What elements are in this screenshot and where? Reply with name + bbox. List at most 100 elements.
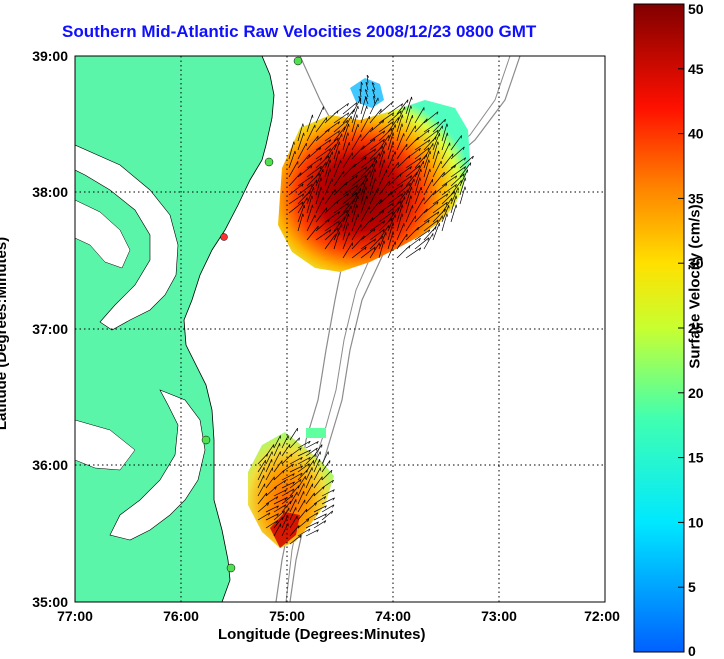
velocity-arrow <box>333 170 345 187</box>
velocity-arrow <box>306 157 323 169</box>
velocity-arrow <box>265 476 275 489</box>
velocity-arrow <box>306 172 320 187</box>
velocity-arrowhead <box>401 204 404 208</box>
velocity-arrow <box>324 121 340 133</box>
map-grid <box>75 56 605 602</box>
velocity-arrow <box>405 215 416 232</box>
velocity-arrow <box>423 168 431 187</box>
velocity-arrow <box>396 182 411 196</box>
velocity-arrow <box>324 110 339 124</box>
map-title: Southern Mid-Atlantic Raw Velocities 200… <box>62 22 537 41</box>
velocity-arrowhead <box>302 123 304 127</box>
velocity-arrowhead <box>382 210 385 214</box>
velocity-arrow <box>414 160 424 178</box>
velocity-arrow <box>305 521 319 529</box>
velocity-arrowhead <box>444 118 446 123</box>
velocity-arrowhead <box>337 137 339 141</box>
velocity-arrow <box>405 171 418 187</box>
velocity-arrow <box>450 195 457 214</box>
velocity-arrow <box>315 106 324 124</box>
velocity-arrow <box>414 107 425 124</box>
velocity-arrowhead <box>302 213 304 217</box>
velocity-arrowhead <box>324 513 327 517</box>
velocity-arrow <box>313 467 321 481</box>
velocity-arrowhead <box>356 114 358 118</box>
velocity-arrow <box>288 201 304 214</box>
velocity-arrowhead <box>329 139 332 143</box>
velocity-arrowhead <box>364 174 367 178</box>
velocity-arrow <box>450 180 462 196</box>
velocity-arrow <box>306 187 314 205</box>
velocity-arrowhead <box>328 128 330 132</box>
velocity-arrowhead <box>383 150 385 154</box>
velocity-arrow <box>414 129 430 142</box>
velocity-arrow <box>297 508 308 521</box>
velocity-arrow <box>387 231 394 250</box>
velocity-arrow <box>273 489 287 497</box>
velocity-arrowhead <box>408 155 411 159</box>
velocity-arrowhead <box>436 201 439 205</box>
velocity-arrow <box>351 195 359 214</box>
velocity-arrow <box>305 447 318 457</box>
velocity-arrowhead <box>374 148 377 152</box>
velocity-arrowhead <box>355 102 358 106</box>
velocity-arrow <box>369 108 382 124</box>
velocity-arrow <box>405 195 412 214</box>
velocity-arrow <box>324 211 340 223</box>
velocity-arrowhead <box>299 535 302 539</box>
velocity-arrow <box>360 127 373 142</box>
velocity-arrowhead <box>381 146 383 150</box>
velocity-arrow <box>342 163 356 178</box>
velocity-arrowhead <box>300 472 303 476</box>
velocity-arrow <box>432 201 448 214</box>
velocity-arrowhead <box>317 225 319 229</box>
velocity-arrow <box>257 453 268 465</box>
velocity-arrow <box>333 182 348 196</box>
velocity-arrow <box>387 132 394 151</box>
velocity-arrowhead <box>328 218 330 223</box>
velocity-arrowhead <box>383 240 385 244</box>
velocity-arrowhead <box>419 247 422 251</box>
velocity-arrow <box>396 114 403 133</box>
velocity-arrow <box>423 129 439 142</box>
velocity-arrow <box>360 217 374 232</box>
velocity-arrow <box>342 123 349 142</box>
velocity-arrowhead <box>339 141 341 145</box>
velocity-arrow <box>414 177 421 196</box>
velocity-arrowhead <box>347 112 350 116</box>
velocity-arrow <box>351 166 368 178</box>
velocity-arrowhead <box>345 182 348 186</box>
velocity-arrowhead <box>356 204 358 208</box>
velocity-arrow <box>333 160 342 178</box>
velocity-arrowhead <box>329 229 332 233</box>
velocity-arrow <box>369 235 383 250</box>
velocity-arrow <box>360 177 368 196</box>
x-tick-label: 74:00 <box>375 608 411 624</box>
velocity-arrowhead <box>316 512 319 516</box>
velocity-arrowhead <box>298 525 300 529</box>
velocity-arrow <box>289 525 300 537</box>
velocity-arrow <box>297 469 308 481</box>
velocity-arrowhead <box>276 513 279 517</box>
velocity-arrow <box>257 492 267 505</box>
velocity-arrow <box>459 177 466 196</box>
velocity-arrowhead <box>382 229 385 233</box>
velocity-arrow <box>315 148 331 160</box>
velocity-arrow <box>306 204 313 223</box>
velocity-arrowhead <box>435 136 437 140</box>
velocity-arrow <box>396 233 408 250</box>
velocity-arrow <box>324 159 331 178</box>
velocity-arrowhead <box>265 492 268 497</box>
velocity-arrow <box>351 174 367 187</box>
velocity-arrow <box>313 496 326 505</box>
velocity-arrow <box>265 505 279 513</box>
velocity-arrowhead <box>347 202 350 206</box>
velocity-arrow <box>378 142 387 160</box>
velocity-arrowhead <box>332 504 335 508</box>
velocity-arrowhead <box>373 228 376 232</box>
velocity-arrow <box>281 500 292 513</box>
y-tick-label: 39:00 <box>32 48 68 64</box>
velocity-arrowhead <box>425 154 428 158</box>
velocity-arrow <box>414 219 430 232</box>
velocity-arrow <box>324 220 340 232</box>
